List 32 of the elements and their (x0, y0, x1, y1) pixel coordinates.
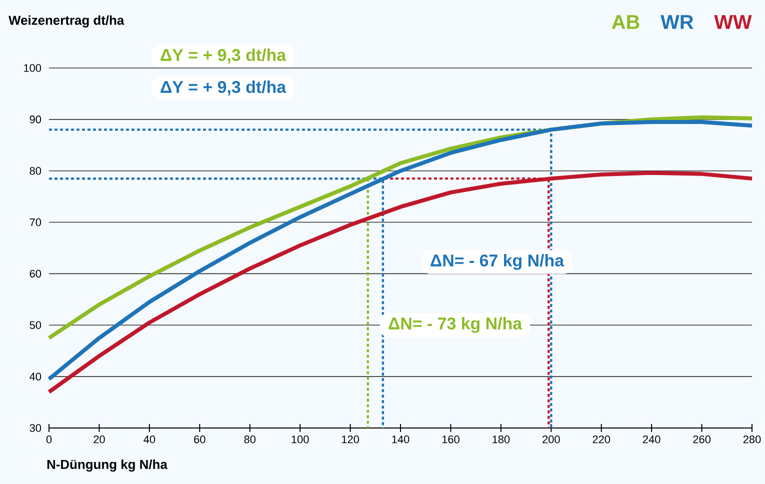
annotation: ΔN= - 73 kg N/ha (388, 317, 522, 333)
x-tick-label: 80 (244, 436, 256, 444)
x-tick-label: 100 (292, 436, 309, 444)
x-tick-label: 20 (94, 436, 105, 444)
x-tick-label: 240 (642, 436, 660, 444)
annotation: ΔN= - 67 kg N/ha (430, 254, 564, 270)
text: WR (660, 15, 694, 29)
y-tick-label: 40 (30, 372, 42, 380)
x-tick-label: 60 (194, 436, 206, 444)
text: AB (612, 15, 640, 29)
x-tick-label: 40 (144, 436, 156, 444)
x-tick-label: 180 (492, 436, 510, 444)
y-tick-label: 100 (24, 64, 42, 72)
annotation: ΔY = + 9,3 dt/ha (160, 80, 286, 96)
x-tick-label: 220 (592, 436, 610, 444)
x-tick-label: 140 (392, 436, 410, 444)
y-tick-label: 80 (30, 166, 42, 175)
text: ΔY = + 9,3 dt/ha (160, 48, 286, 64)
y-tick-label: 70 (30, 218, 42, 226)
x-tick-label: 280 (743, 436, 761, 444)
y-tick-label: 90 (30, 116, 42, 124)
y-tick-label: 60 (30, 270, 42, 278)
x-axis-title: N-Düngung kg N/ha (47, 460, 168, 472)
y-tick-label: 30 (30, 424, 42, 432)
text: WW (714, 15, 752, 29)
x-tick-label: 160 (442, 436, 460, 444)
x-tick-label: 260 (693, 436, 710, 444)
x-tick-label: 0 (46, 436, 52, 444)
y-tick-label: 50 (30, 321, 42, 330)
y-axis-title: Weizenertrag dt/ha (8, 15, 124, 28)
x-tick-label: 200 (542, 436, 560, 444)
x-tick-label: 120 (342, 436, 359, 444)
